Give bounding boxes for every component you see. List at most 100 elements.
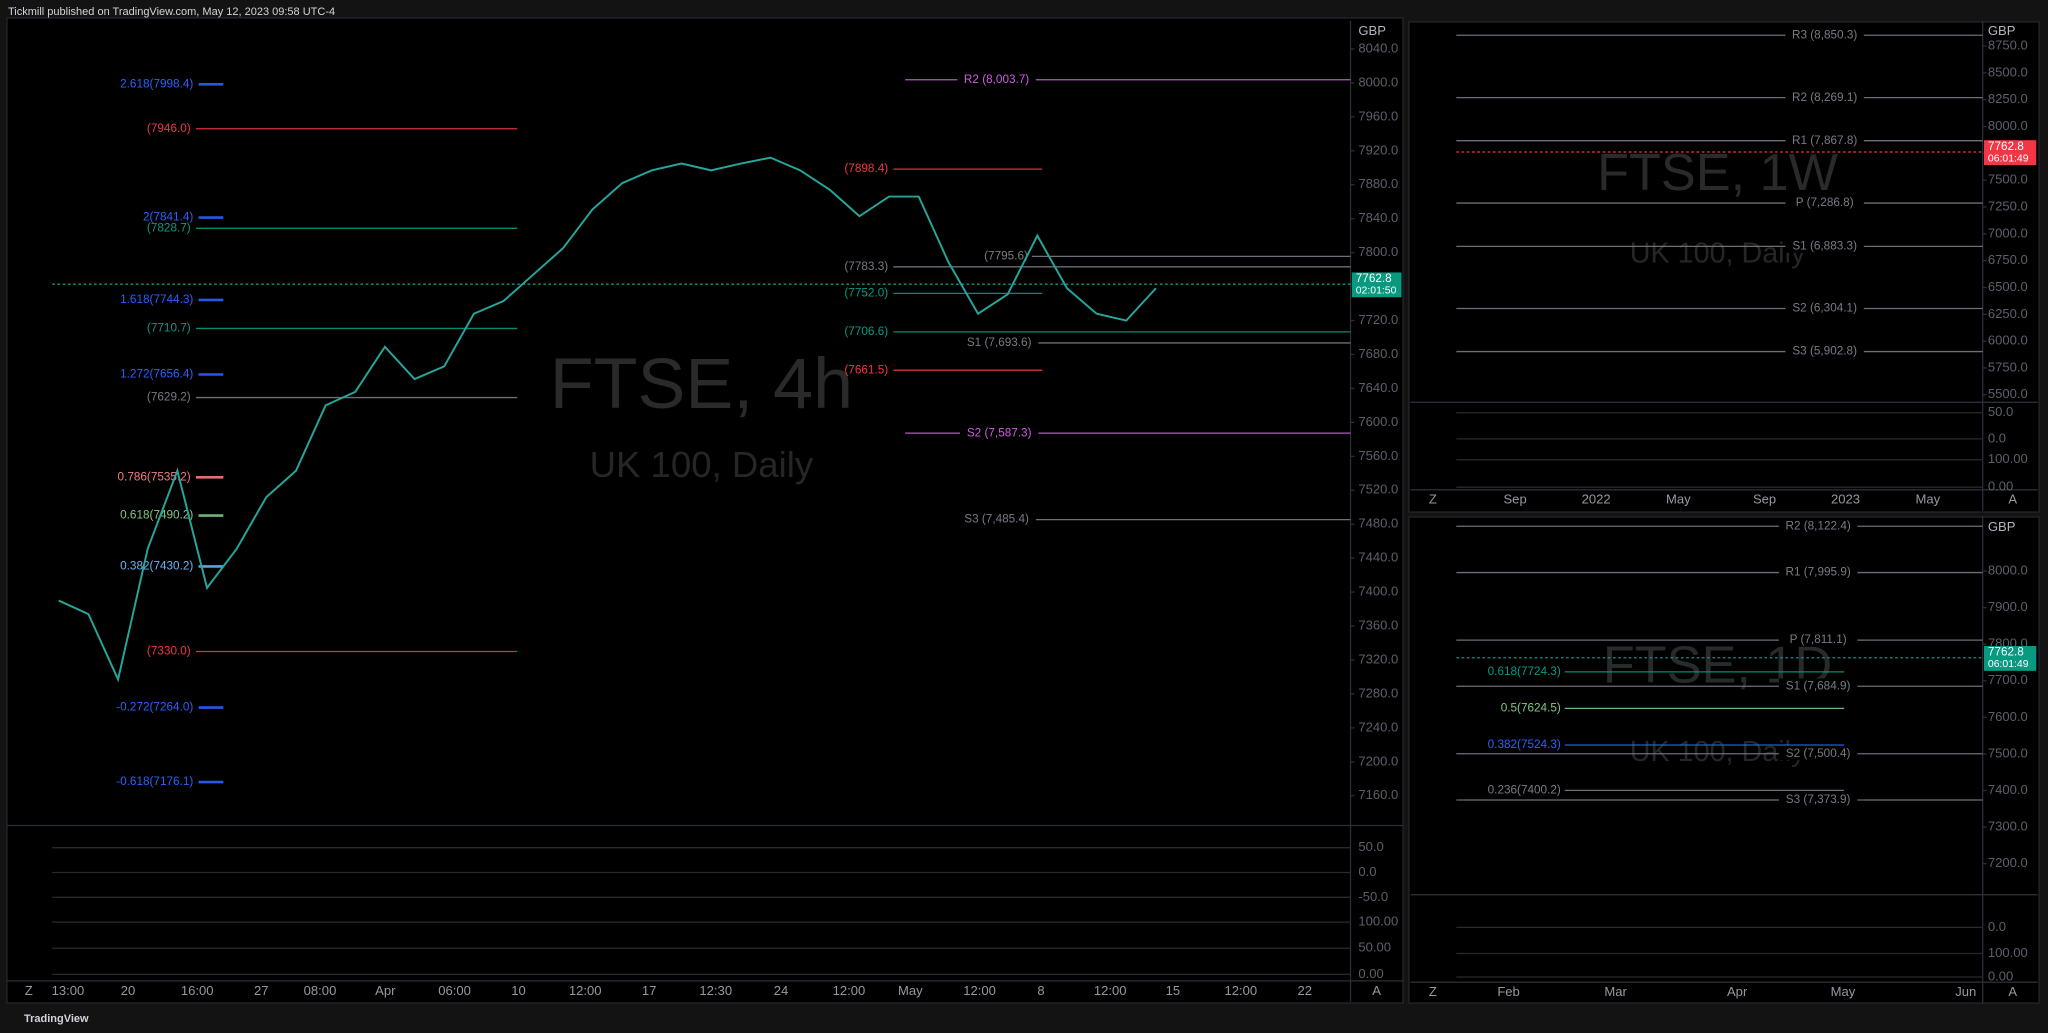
level-label: (7629.2) bbox=[147, 391, 191, 404]
y-tick-label: 6000.0 bbox=[1988, 333, 2028, 348]
oscillator-label: 0.00 bbox=[1358, 966, 1383, 981]
auto-scale-button[interactable]: A bbox=[2008, 984, 2017, 999]
x-tick-label: Mar bbox=[1604, 984, 1627, 999]
level-label: (7783.3) bbox=[844, 260, 888, 273]
watermark-subtitle: UK 100, Daily bbox=[590, 444, 814, 485]
y-tick-label: 7250.0 bbox=[1988, 198, 2028, 213]
y-tick-label: 8040.0 bbox=[1358, 40, 1398, 55]
level-label: 0.618(7724.3) bbox=[1488, 665, 1561, 678]
x-tick-label: 12:00 bbox=[963, 983, 996, 998]
auto-scale-button[interactable]: A bbox=[2008, 492, 2017, 507]
currency-label: GBP bbox=[1988, 519, 2016, 534]
watermark: FTSE, 1W bbox=[1597, 144, 1839, 202]
price-tag bbox=[1984, 140, 2037, 166]
oscillator-label: 100.00 bbox=[1988, 451, 2028, 466]
y-tick-label: 7640.0 bbox=[1358, 380, 1398, 395]
level-label: S2 (7,587.3) bbox=[967, 426, 1032, 439]
zoom-button[interactable]: Z bbox=[1429, 492, 1437, 507]
y-tick-label: 7720.0 bbox=[1358, 312, 1398, 327]
level-label-bg bbox=[1785, 238, 1864, 253]
x-tick-label: 15 bbox=[1166, 983, 1181, 998]
level-label: (7898.4) bbox=[844, 162, 888, 175]
level-label-bg bbox=[1785, 195, 1864, 210]
price-tag-countdown: 06:01:49 bbox=[1988, 659, 2029, 670]
level-label: S1 (6,883.3) bbox=[1792, 239, 1857, 252]
x-tick-label: Feb bbox=[1497, 984, 1519, 999]
y-tick-label: 7520.0 bbox=[1358, 482, 1398, 497]
y-tick-label: 7200.0 bbox=[1988, 855, 2028, 870]
y-tick-label: 7680.0 bbox=[1358, 346, 1398, 361]
y-tick-label: 7840.0 bbox=[1358, 210, 1398, 225]
level-label-bg bbox=[1785, 27, 1864, 42]
y-tick-label: 6750.0 bbox=[1988, 252, 2028, 267]
y-tick-label: 7700.0 bbox=[1988, 672, 2028, 687]
oscillator-label: 50.0 bbox=[1988, 404, 2013, 419]
level-label-bg bbox=[1778, 678, 1858, 693]
x-tick-label: 2023 bbox=[1831, 492, 1860, 507]
oscillator-label: 100.00 bbox=[1988, 945, 2028, 960]
level-label-bg bbox=[1785, 89, 1864, 105]
price-tag-value: 7762.8 bbox=[1988, 646, 2024, 659]
oscillator-label: 0.00 bbox=[1988, 968, 2013, 983]
x-tick-label: 24 bbox=[774, 983, 789, 998]
zoom-button[interactable]: Z bbox=[25, 983, 33, 998]
x-tick-label: Apr bbox=[375, 983, 396, 998]
watermark-subtitle: UK 100, Daily bbox=[1630, 237, 1806, 269]
level-label: R1 (7,995.9) bbox=[1785, 566, 1850, 579]
x-tick-label: 08:00 bbox=[304, 983, 337, 998]
x-tick-label: 8 bbox=[1037, 983, 1044, 998]
price-line bbox=[58, 156, 1157, 683]
price-tag bbox=[1984, 646, 2037, 671]
x-tick-label: Sep bbox=[1753, 492, 1776, 507]
level-label: R2 (8,269.1) bbox=[1792, 91, 1857, 104]
level-label: R2 (8,003.7) bbox=[964, 73, 1029, 86]
y-tick-label: 7900.0 bbox=[1988, 599, 2028, 614]
level-label-bg bbox=[1785, 300, 1864, 316]
x-tick-label: 12:00 bbox=[833, 983, 866, 998]
oscillator-label: 50.0 bbox=[1358, 839, 1383, 854]
x-tick-label: 12:00 bbox=[569, 983, 602, 998]
y-tick-label: 8000.0 bbox=[1988, 118, 2028, 133]
level-label-bg bbox=[1785, 132, 1864, 148]
y-tick-label: 7000.0 bbox=[1988, 225, 2028, 240]
level-label: 1.618(7744.3) bbox=[120, 293, 193, 306]
x-tick-label: 13:00 bbox=[52, 983, 85, 998]
x-tick-label: 12:30 bbox=[699, 983, 732, 998]
x-tick-label: May bbox=[898, 983, 923, 998]
y-tick-label: 8750.0 bbox=[1988, 37, 2028, 52]
x-tick-label: 10 bbox=[511, 983, 526, 998]
y-tick-label: 7160.0 bbox=[1358, 787, 1398, 802]
x-tick-label: May bbox=[1666, 492, 1691, 507]
x-tick-label: May bbox=[1916, 492, 1941, 507]
price-tag bbox=[1351, 272, 1402, 298]
y-tick-label: 7240.0 bbox=[1358, 719, 1398, 734]
y-tick-label: 7960.0 bbox=[1358, 108, 1398, 123]
level-label-bg bbox=[957, 71, 1036, 87]
level-label: P (7,811.1) bbox=[1790, 633, 1847, 646]
y-tick-label: 7400.0 bbox=[1988, 782, 2028, 797]
brand[interactable]: TradingView bbox=[24, 1013, 89, 1025]
level-label: (7752.0) bbox=[844, 286, 888, 299]
price-tag-countdown: 02:01:50 bbox=[1356, 286, 1397, 297]
y-tick-label: 7280.0 bbox=[1358, 685, 1398, 700]
oscillator-label: 0.0 bbox=[1358, 864, 1376, 879]
auto-scale-button[interactable]: A bbox=[1372, 983, 1381, 998]
level-label: 0.618(7490.2) bbox=[120, 509, 193, 522]
level-label: R3 (8,850.3) bbox=[1792, 28, 1857, 41]
level-label-bg bbox=[1778, 564, 1858, 580]
level-label: S3 (7,485.4) bbox=[964, 513, 1029, 526]
level-label: S1 (7,684.9) bbox=[1786, 679, 1851, 692]
x-tick-label: Sep bbox=[1503, 492, 1526, 507]
y-tick-label: 6500.0 bbox=[1988, 279, 2028, 294]
oscillator-label: 100.00 bbox=[1358, 914, 1398, 929]
level-label: 0.786(7535.2) bbox=[118, 470, 191, 483]
y-tick-label: 7560.0 bbox=[1358, 448, 1398, 463]
y-tick-label: 6250.0 bbox=[1988, 306, 2028, 321]
y-tick-label: 7320.0 bbox=[1358, 651, 1398, 666]
main-panel bbox=[6, 17, 1404, 1004]
daily-panel bbox=[1408, 516, 2040, 1004]
zoom-button[interactable]: Z bbox=[1429, 984, 1437, 999]
level-label: 1.272(7656.4) bbox=[120, 368, 193, 381]
